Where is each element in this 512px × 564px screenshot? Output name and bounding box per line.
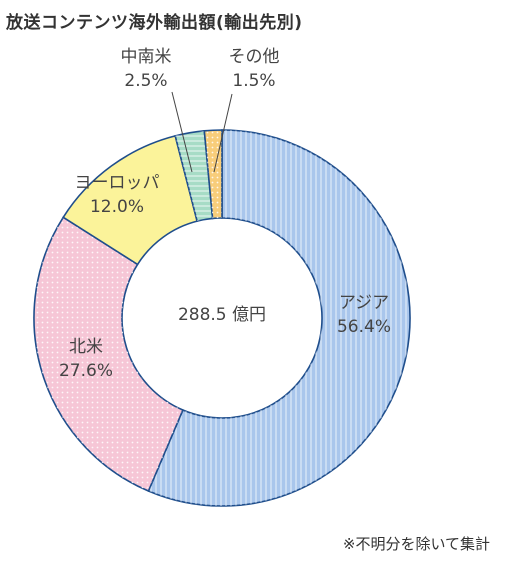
slice-pattern-1 [33, 217, 183, 492]
slice-0 [147, 129, 411, 507]
slice-4 [203, 129, 223, 220]
slice-value-label-1: 27.6% [59, 361, 113, 381]
slice-1 [33, 216, 184, 493]
footnote: ※不明分を除いて集計 [342, 535, 490, 553]
slice-name-3: 中南米 [121, 47, 172, 67]
slice-value-label-3: 2.5% [124, 71, 167, 91]
chart-title: 放送コンテンツ海外輸出額(輸出先別) [6, 13, 303, 33]
leader-lines-group [171, 91, 233, 173]
slice-name-4: その他 [229, 47, 280, 67]
labels-group: アジア 56.4% 北米 27.6% ヨーロッパ 12.0% 中南米 2.5% その他 1.5% [59, 47, 391, 381]
slice-value-label-0: 56.4% [337, 317, 391, 337]
slice-name-2: ヨーロッパ [75, 173, 160, 193]
leader-line-4 [213, 93, 233, 173]
leader-line-3 [171, 91, 193, 173]
center-label: 288.5 億円 [178, 305, 266, 325]
slice-name-1: 北米 [69, 337, 103, 357]
slice-name-0: アジア [339, 293, 389, 313]
slice-pattern-3 [175, 130, 213, 222]
slice-pattern-4 [204, 130, 222, 219]
slice-value-label-4: 1.5% [232, 71, 275, 91]
slice-value-label-2: 12.0% [90, 197, 144, 217]
slices-group [33, 129, 411, 507]
slice-pattern-0 [148, 130, 410, 506]
